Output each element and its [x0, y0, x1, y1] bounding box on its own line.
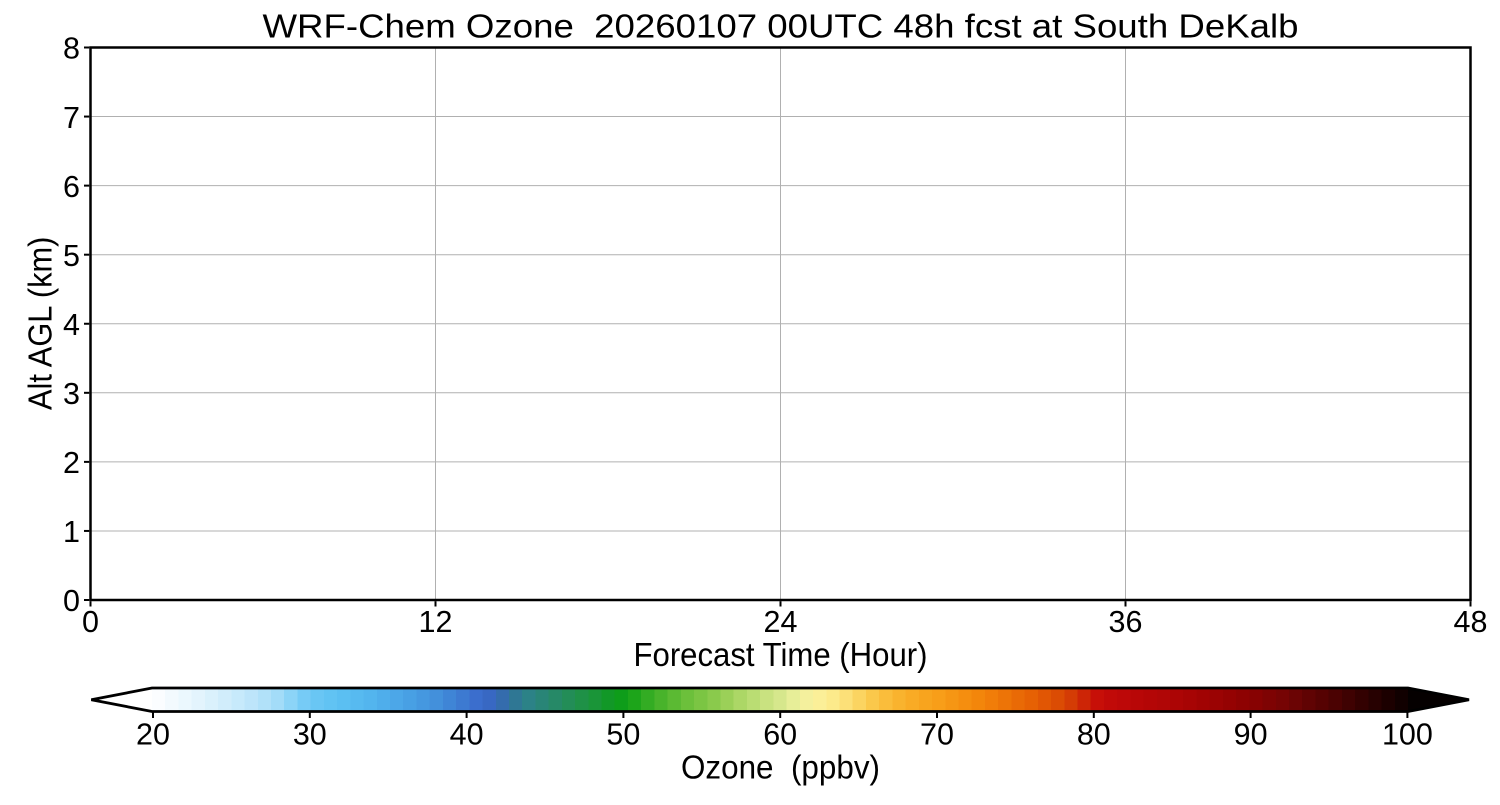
svg-text:36: 36 — [1109, 605, 1143, 639]
svg-text:60: 60 — [763, 718, 797, 752]
svg-text:1: 1 — [63, 515, 80, 549]
svg-text:6: 6 — [63, 170, 80, 204]
svg-text:24: 24 — [764, 605, 798, 639]
svg-text:Ozone (ppbv): Ozone (ppbv) — [681, 750, 880, 787]
svg-text:Alt AGL (km): Alt AGL (km) — [23, 237, 60, 411]
svg-text:80: 80 — [1077, 718, 1111, 752]
svg-text:100: 100 — [1382, 718, 1433, 752]
svg-text:5: 5 — [63, 239, 80, 273]
svg-text:40: 40 — [450, 718, 484, 752]
svg-text:2: 2 — [63, 446, 80, 480]
svg-text:12: 12 — [419, 605, 453, 639]
svg-text:3: 3 — [63, 377, 80, 411]
svg-text:50: 50 — [606, 718, 640, 752]
svg-text:WRF-Chem Ozone 20260107 00UTC: WRF-Chem Ozone 20260107 00UTC 48h fcst a… — [263, 9, 1299, 46]
svg-text:0: 0 — [82, 605, 99, 639]
svg-text:7: 7 — [63, 101, 80, 135]
svg-text:90: 90 — [1234, 718, 1268, 752]
svg-text:70: 70 — [920, 718, 954, 752]
svg-text:48: 48 — [1454, 605, 1488, 639]
svg-text:0: 0 — [63, 584, 80, 618]
svg-text:20: 20 — [136, 718, 170, 752]
svg-text:8: 8 — [63, 32, 80, 66]
svg-text:30: 30 — [293, 718, 327, 752]
svg-text:Forecast Time (Hour): Forecast Time (Hour) — [634, 637, 928, 674]
svg-text:4: 4 — [63, 308, 80, 342]
